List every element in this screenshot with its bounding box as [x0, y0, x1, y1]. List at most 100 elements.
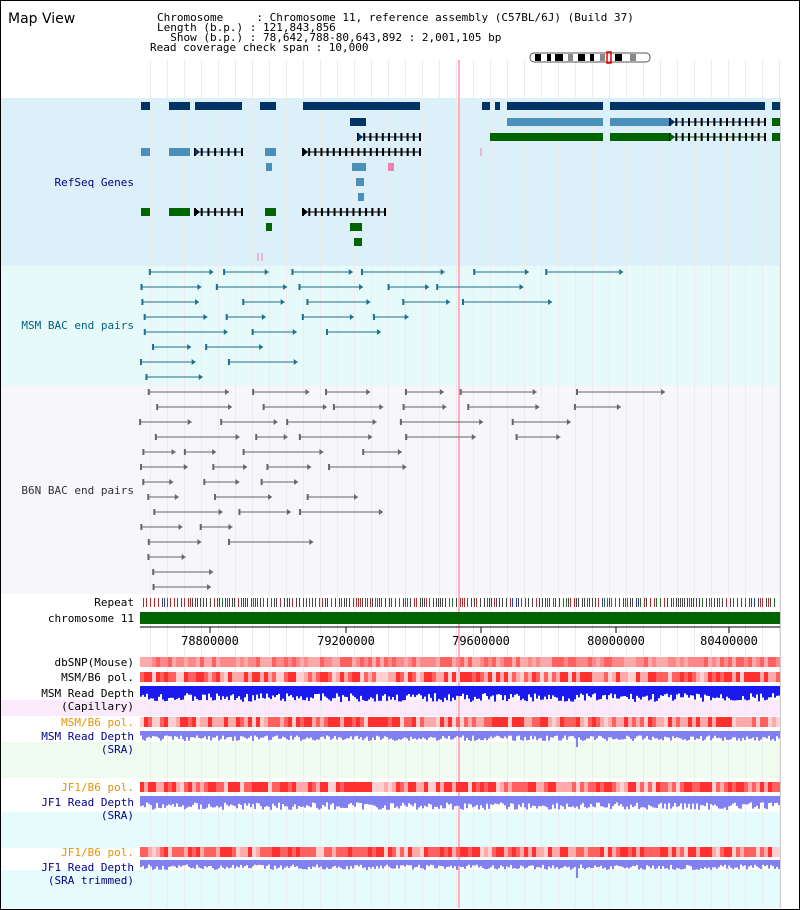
bac-end-pair[interactable]: [152, 569, 214, 575]
bac-end-pair[interactable]: [156, 404, 233, 410]
bac-end-pair[interactable]: [143, 329, 228, 335]
bac-end-pair[interactable]: [145, 374, 203, 380]
bac-end-pair[interactable]: [238, 509, 291, 515]
gene-exon-block[interactable]: [169, 102, 190, 110]
bac-end-pair[interactable]: [576, 389, 666, 395]
bac-end-pair[interactable]: [153, 509, 223, 515]
gene-exon-block[interactable]: [141, 148, 150, 156]
bac-end-pair[interactable]: [220, 419, 278, 425]
gene-exon-block[interactable]: [610, 133, 670, 141]
bac-end-pair[interactable]: [332, 404, 384, 410]
gene-exon-block[interactable]: [610, 102, 765, 110]
refseq-genes-track[interactable]: [141, 102, 780, 261]
bac-end-pair[interactable]: [152, 344, 192, 350]
bac-end-pair[interactable]: [223, 269, 269, 275]
bac-end-pair[interactable]: [152, 584, 212, 590]
gene-exon-block[interactable]: [169, 148, 190, 156]
bac-end-pair[interactable]: [306, 299, 371, 305]
gene-exon-block[interactable]: [350, 223, 362, 231]
gene-feature[interactable]: [669, 133, 766, 141]
bac-end-pair[interactable]: [147, 389, 230, 395]
gene-exon-block[interactable]: [303, 102, 420, 110]
gene-exon-block[interactable]: [490, 133, 603, 141]
gene-exon-block[interactable]: [610, 118, 670, 126]
bac-end-pair[interactable]: [291, 269, 353, 275]
bac-end-pair[interactable]: [325, 329, 382, 335]
bac-end-pair[interactable]: [212, 464, 248, 470]
bac-end-pair[interactable]: [225, 314, 266, 320]
bac-end-pair[interactable]: [360, 269, 445, 275]
bac-end-pair[interactable]: [142, 449, 176, 455]
bac-end-pair[interactable]: [328, 464, 407, 470]
gene-exon-block[interactable]: [266, 223, 272, 231]
bac-end-pair[interactable]: [215, 284, 288, 290]
bac-end-pair[interactable]: [147, 494, 179, 500]
bac-end-pair[interactable]: [142, 479, 174, 485]
gene-exon-block[interactable]: [169, 208, 190, 216]
bac-end-pair[interactable]: [301, 314, 354, 320]
gene-exon-block[interactable]: [352, 163, 366, 171]
gene-exon-block[interactable]: [195, 102, 242, 110]
gene-exon-block[interactable]: [772, 133, 780, 141]
bac-end-pair[interactable]: [399, 419, 484, 425]
bac-end-pair[interactable]: [255, 434, 288, 440]
b6n-bac-track[interactable]: [139, 389, 666, 590]
gene-feature[interactable]: [194, 208, 243, 216]
bac-end-pair[interactable]: [260, 479, 299, 485]
gene-exon-block[interactable]: [354, 238, 362, 246]
bac-end-pair[interactable]: [387, 284, 430, 290]
bac-end-pair[interactable]: [214, 494, 273, 500]
bac-end-pair[interactable]: [298, 284, 364, 290]
bac-end-pair[interactable]: [545, 269, 624, 275]
bac-end-pair[interactable]: [227, 359, 298, 365]
gene-exon-block[interactable]: [356, 178, 364, 186]
gene-feature[interactable]: [194, 148, 243, 156]
bac-end-pair[interactable]: [515, 434, 561, 440]
bac-end-pair[interactable]: [266, 464, 312, 470]
bac-end-pair[interactable]: [143, 314, 208, 320]
bac-end-pair[interactable]: [183, 449, 217, 455]
gene-exon-block[interactable]: [141, 208, 150, 216]
bac-end-pair[interactable]: [467, 404, 540, 410]
gene-exon-block[interactable]: [388, 163, 394, 171]
gene-exon-block[interactable]: [507, 102, 603, 110]
bac-end-pair[interactable]: [362, 449, 402, 455]
bac-end-pair[interactable]: [228, 539, 314, 545]
gene-exon-block[interactable]: [260, 102, 276, 110]
gene-exon-block[interactable]: [772, 102, 780, 110]
gene-feature[interactable]: [669, 118, 766, 126]
bac-end-pair[interactable]: [436, 284, 524, 290]
bac-end-pair[interactable]: [148, 269, 214, 275]
gene-exon-block[interactable]: [266, 163, 272, 171]
bac-end-pair[interactable]: [140, 464, 188, 470]
gene-exon-block[interactable]: [358, 193, 364, 201]
bac-end-pair[interactable]: [299, 509, 383, 515]
bac-end-pair[interactable]: [141, 299, 200, 305]
bac-end-pair[interactable]: [511, 419, 571, 425]
bac-end-pair[interactable]: [473, 269, 529, 275]
bac-end-pair[interactable]: [199, 524, 233, 530]
bac-end-pair[interactable]: [242, 299, 285, 305]
bac-end-pair[interactable]: [402, 299, 451, 305]
bac-end-pair[interactable]: [286, 419, 377, 425]
gene-exon-block[interactable]: [141, 102, 150, 110]
bac-end-pair[interactable]: [404, 389, 444, 395]
gene-exon-block[interactable]: [495, 102, 500, 110]
bac-end-pair[interactable]: [306, 494, 358, 500]
bac-end-pair[interactable]: [203, 479, 240, 485]
bac-end-pair[interactable]: [262, 404, 327, 410]
gene-feature[interactable]: [302, 208, 386, 216]
bac-end-pair[interactable]: [252, 389, 310, 395]
bac-end-pair[interactable]: [459, 389, 537, 395]
gene-feature[interactable]: [357, 133, 421, 141]
gene-feature[interactable]: [302, 148, 421, 156]
bac-end-pair[interactable]: [402, 404, 447, 410]
gene-exon-block[interactable]: [482, 102, 490, 110]
bac-end-pair[interactable]: [139, 419, 192, 425]
gene-exon-block[interactable]: [507, 118, 603, 126]
bac-end-pair[interactable]: [573, 404, 621, 410]
bac-end-pair[interactable]: [205, 344, 264, 350]
bac-end-pair[interactable]: [251, 329, 297, 335]
msm-bac-track[interactable]: [139, 269, 624, 380]
bac-end-pair[interactable]: [139, 359, 196, 365]
